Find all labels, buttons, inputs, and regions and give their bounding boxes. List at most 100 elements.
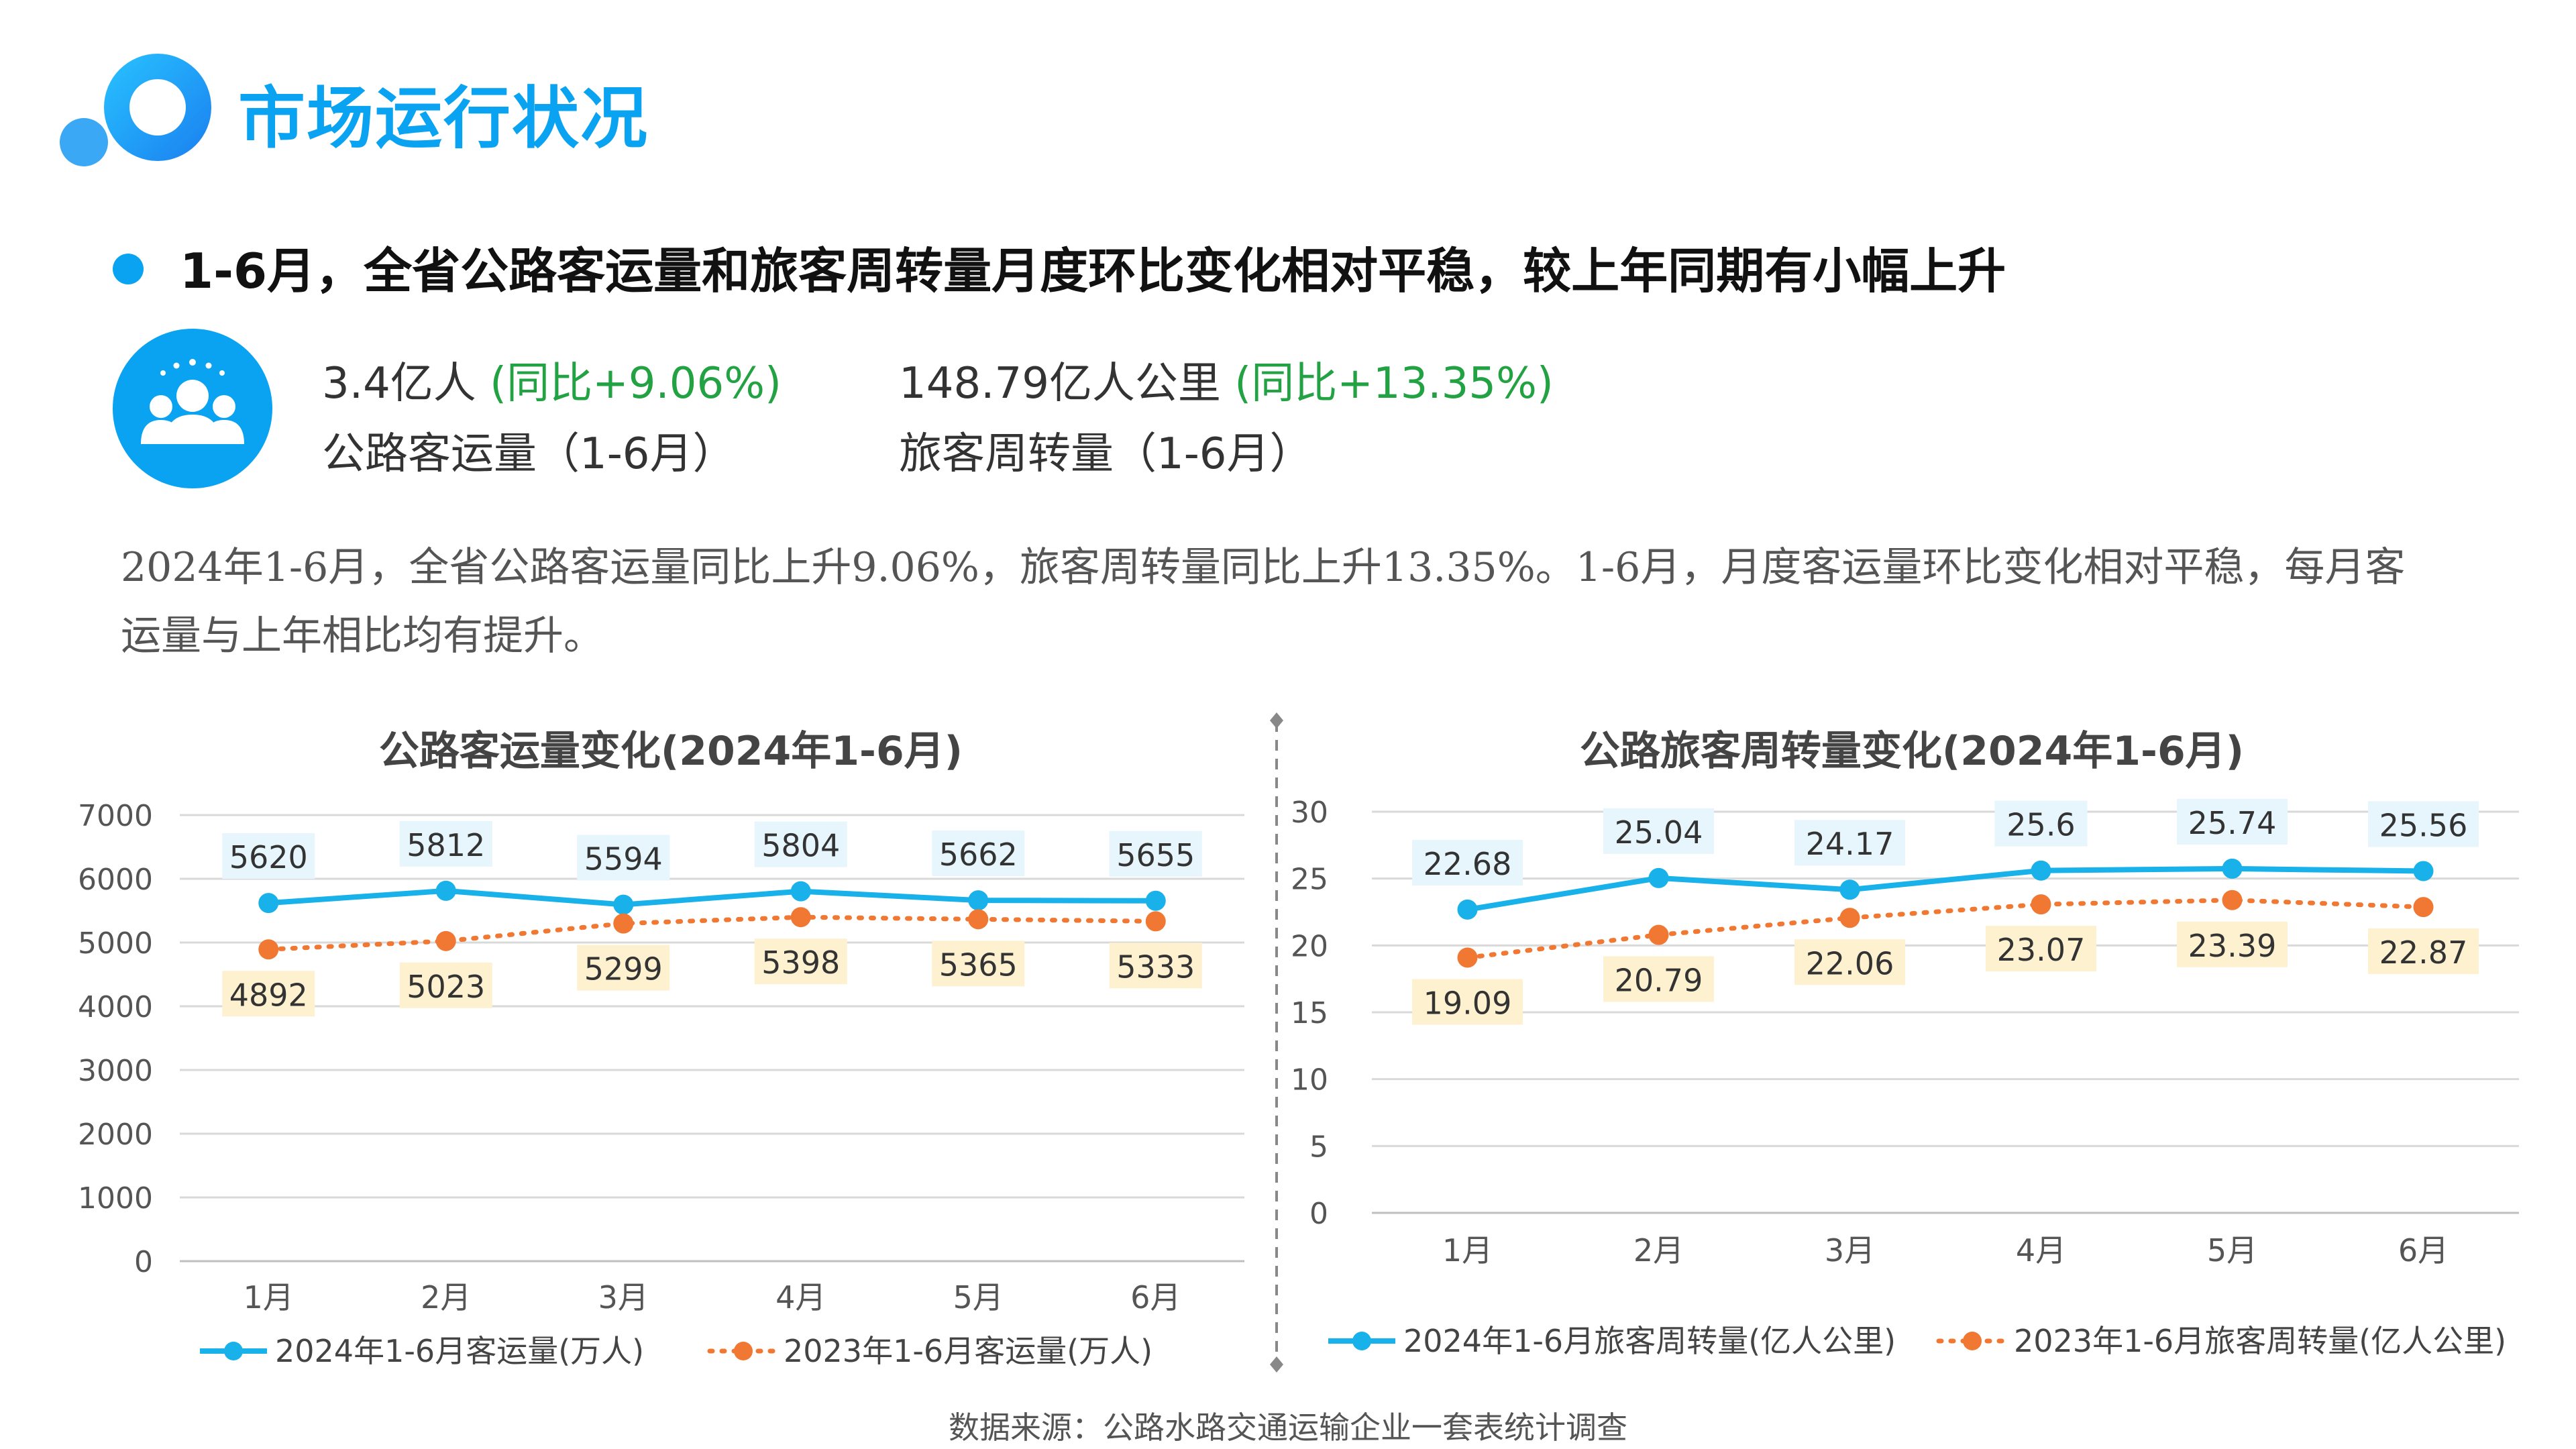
- x-tick-label: 4月: [775, 1279, 826, 1316]
- data-label-bg: [577, 835, 670, 881]
- data-point: [2222, 858, 2243, 879]
- y-tick-label: 25: [1291, 863, 1328, 897]
- x-tick-label: 2月: [421, 1279, 471, 1316]
- data-label: 5365: [939, 947, 1018, 983]
- data-label-bg: [754, 821, 847, 867]
- data-label-bg: [1794, 820, 1905, 866]
- data-label: 25.56: [2379, 808, 2468, 844]
- x-tick-label: 3月: [1825, 1232, 1875, 1269]
- series-line-0: [1466, 865, 2424, 912]
- legend-label: 2023年1-6月客运量(万人): [784, 1333, 1152, 1369]
- y-tick-label: 2000: [78, 1118, 153, 1152]
- people-group-icon: [113, 329, 272, 488]
- data-label-bg: [1109, 943, 1202, 989]
- data-label: 5620: [229, 839, 308, 875]
- data-point: [1457, 947, 1478, 968]
- data-label: 4892: [229, 977, 308, 1013]
- x-tick-label: 6月: [2398, 1232, 2449, 1269]
- data-point: [1648, 924, 1669, 945]
- series-line-1: [266, 914, 1159, 952]
- data-label-bg: [754, 938, 847, 985]
- legend-label: 2023年1-6月旅客周转量(亿人公里): [2014, 1323, 2506, 1359]
- data-label-bg: [2177, 798, 2288, 845]
- y-tick-label: 10: [1291, 1063, 1328, 1097]
- data-label-bg: [222, 971, 315, 1017]
- x-tick-label: 5月: [953, 1279, 1004, 1316]
- data-label: 24.17: [1806, 826, 1894, 862]
- data-point: [790, 907, 811, 928]
- stat-change: (同比+13.35%): [1234, 359, 1554, 409]
- stat-label: 旅客周转量（1-6月）: [899, 429, 1313, 479]
- y-tick-label: 5: [1309, 1130, 1328, 1164]
- data-label-bg: [1794, 939, 1905, 985]
- data-point: [2413, 897, 2434, 918]
- data-point: [613, 894, 634, 915]
- data-label-bg: [2368, 801, 2479, 847]
- x-tick-label: 1月: [1442, 1232, 1493, 1269]
- data-label-bg: [1412, 839, 1523, 885]
- data-point: [1839, 908, 1860, 928]
- data-source: 数据来源：公路水路交通运输企业一套表统计调查: [949, 1409, 1627, 1446]
- data-label-bg: [932, 941, 1025, 987]
- x-tick-label: 1月: [244, 1279, 294, 1316]
- data-point: [968, 890, 989, 911]
- data-point: [1457, 899, 1478, 920]
- data-label: 5594: [584, 841, 663, 877]
- data-label: 5299: [584, 951, 663, 987]
- chart-passenger-volume: 公路客运量变化(2024年1-6月) 0 1000 2000 3000 4000 5000 6…: [78, 728, 1244, 1369]
- y-tick-label: 15: [1291, 996, 1328, 1030]
- y-tick-label: 1000: [78, 1181, 153, 1216]
- data-label: 5804: [761, 828, 840, 864]
- data-point: [613, 913, 634, 934]
- stat-passenger-volume: 3.4亿人 (同比+9.06%): [322, 349, 782, 411]
- data-label-bg: [577, 945, 670, 991]
- legend-marker: [1352, 1332, 1371, 1350]
- data-point: [2031, 860, 2051, 881]
- legend-marker: [1963, 1332, 1982, 1350]
- data-label: 22.68: [1424, 846, 1512, 882]
- data-label: 20.79: [1615, 963, 1703, 999]
- data-point: [435, 930, 456, 951]
- data-point: [1145, 911, 1166, 932]
- divider-diamond-bottom: [1270, 1356, 1283, 1373]
- data-label-bg: [399, 820, 492, 867]
- data-label: 25.6: [2006, 807, 2075, 843]
- data-point: [258, 893, 279, 914]
- chart-title: 公路旅客周转量变化(2024年1-6月): [1580, 728, 2244, 775]
- data-point: [790, 881, 811, 902]
- stat-value: 3.4亿人: [322, 359, 476, 409]
- data-label: 5662: [939, 837, 1018, 873]
- data-label-bg: [1412, 979, 1523, 1025]
- y-tick-label: 5000: [78, 926, 153, 961]
- data-label: 19.09: [1424, 985, 1512, 1021]
- data-label-bg: [2177, 921, 2288, 967]
- headline: 1-6月，全省公路客运量和旅客周转量月度环比变化相对平稳，较上年同期有小幅上升: [180, 243, 2006, 299]
- x-tick-label: 6月: [1130, 1279, 1181, 1316]
- x-tick-label: 3月: [598, 1279, 649, 1316]
- stat-change: (同比+9.06%): [490, 359, 782, 409]
- y-tick-label: 3000: [78, 1054, 153, 1088]
- data-point: [1839, 879, 1860, 900]
- series-line-1: [1465, 898, 2426, 960]
- data-label: 22.87: [2379, 934, 2468, 971]
- data-label-bg: [1603, 956, 1714, 1002]
- x-tick-label: 5月: [2207, 1232, 2257, 1269]
- data-label: 25.04: [1615, 814, 1703, 851]
- data-point: [435, 880, 456, 901]
- y-tick-label: 30: [1291, 796, 1328, 830]
- summary-paragraph: 2024年1-6月，全省公路客运量同比上升9.06%，旅客周转量同比上升13.3…: [121, 544, 2406, 659]
- legend-marker: [734, 1342, 753, 1360]
- y-tick-label: 0: [1309, 1197, 1328, 1231]
- y-tick-label: 7000: [78, 799, 153, 833]
- data-point: [1145, 890, 1166, 911]
- data-label-bg: [932, 830, 1025, 877]
- data-label: 5023: [407, 969, 485, 1005]
- data-label: 23.07: [1997, 932, 2086, 968]
- page-title: 市场运行状况: [238, 79, 649, 158]
- y-tick-label: 20: [1291, 929, 1328, 963]
- data-point: [968, 909, 989, 930]
- data-point: [2413, 861, 2434, 881]
- data-label: 25.74: [2188, 805, 2277, 841]
- data-label: 23.39: [2188, 928, 2277, 964]
- y-tick-label: 4000: [78, 990, 153, 1024]
